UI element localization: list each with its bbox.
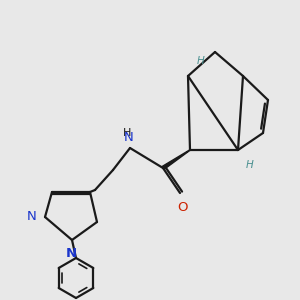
Text: N: N <box>65 247 76 260</box>
Text: H: H <box>246 160 254 170</box>
Text: O: O <box>178 201 188 214</box>
Text: H: H <box>197 56 205 66</box>
Text: H: H <box>123 128 131 138</box>
Polygon shape <box>162 150 190 169</box>
Text: N: N <box>27 211 37 224</box>
Text: N: N <box>124 131 134 144</box>
